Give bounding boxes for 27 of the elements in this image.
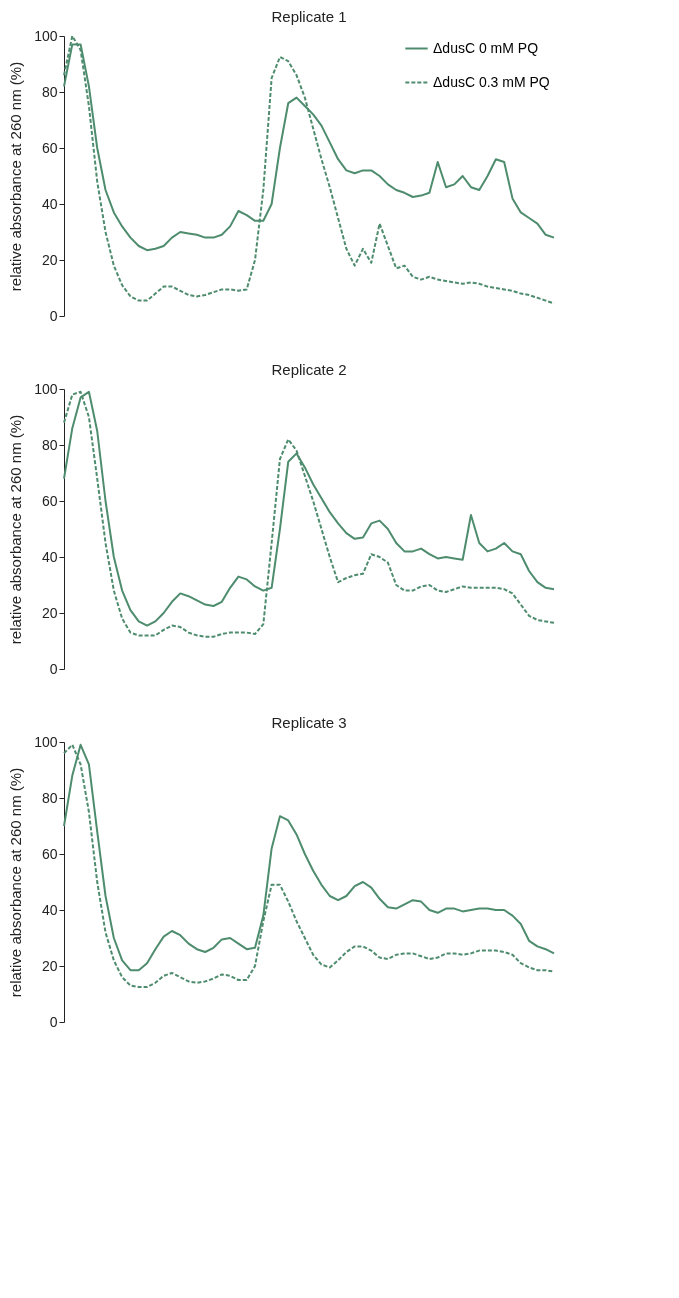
y-tick-label: 40 [41,901,58,918]
y-axis-title: relative absorbance at 260 nm (%) [7,414,25,645]
y-axis-title: relative absorbance at 260 nm (%) [7,767,25,998]
y-tick-label: 20 [41,251,58,268]
chart-title: Replicate 1 [271,8,347,25]
y-tick-label: 20 [41,957,58,974]
y-tick-label: 60 [41,845,58,862]
y-tick-label: 0 [49,660,58,677]
chart-title: Replicate 3 [271,714,347,731]
y-axis-title: relative absorbance at 260 nm (%) [7,61,25,292]
y-tick-label: 80 [41,83,58,100]
y-tick-label: 40 [41,195,58,212]
y-tick-label: 0 [49,1013,58,1030]
y-tick-label: 80 [41,789,58,806]
chart-title: Replicate 2 [271,361,347,378]
y-tick-label: 100 [34,380,58,397]
y-tick-label: 40 [41,548,58,565]
y-tick-label: 60 [41,139,58,156]
y-tick-label: 80 [41,436,58,453]
line-series [63,35,555,305]
legend-label: ΔdusC 0.3 mM PQ [433,73,550,90]
y-tick-label: 100 [34,27,58,44]
y-tick-label: 20 [41,604,58,621]
y-tick-label: 0 [49,307,58,324]
y-tick-label: 60 [41,492,58,509]
legend-label: ΔdusC 0 mM PQ [433,39,539,56]
y-tick-label: 100 [34,733,58,750]
